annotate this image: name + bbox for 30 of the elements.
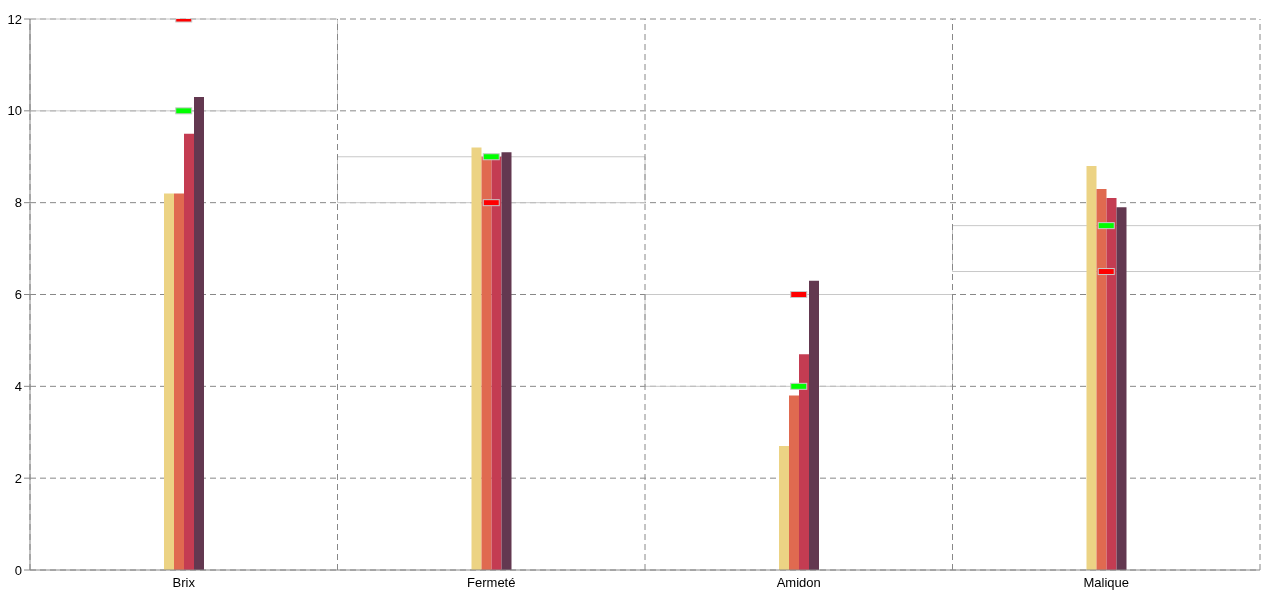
bar [491, 156, 502, 570]
bar [337, 156, 646, 204]
y-tick-label: 10 [7, 103, 22, 119]
bar [644, 294, 953, 387]
y-tick-label: 8 [14, 195, 22, 211]
bar [481, 156, 492, 570]
bar [1096, 188, 1107, 570]
y-tick-label: 4 [14, 378, 22, 394]
bar [789, 395, 799, 570]
bar [164, 193, 174, 570]
bar [809, 280, 819, 570]
x-tick-label: Amidon [776, 575, 821, 591]
bar [194, 97, 204, 570]
x-tick-label: Malique [1083, 575, 1130, 591]
x-tick-label: Fermeté [467, 575, 516, 591]
bar [799, 354, 809, 570]
bar [471, 147, 482, 570]
y-tick-label: 12 [7, 11, 22, 27]
y-tick-label: 6 [14, 287, 22, 303]
bar [779, 446, 789, 570]
bar [1106, 198, 1117, 570]
bar [174, 193, 184, 570]
bar [952, 225, 1261, 273]
bar [1086, 165, 1097, 570]
y-tick-label: 0 [14, 562, 22, 578]
x-tick-label: Brix [172, 575, 196, 591]
bar [501, 152, 512, 570]
bar [184, 133, 194, 570]
bar [1116, 207, 1127, 570]
y-tick-label: 2 [14, 470, 22, 486]
